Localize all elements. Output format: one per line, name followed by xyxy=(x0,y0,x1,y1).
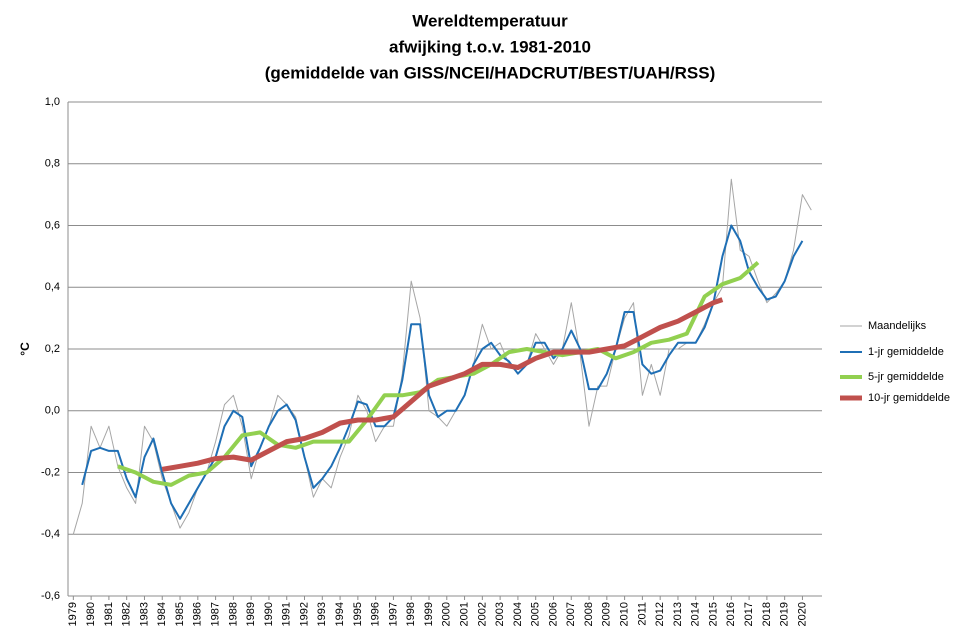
x-tick-label: 1993 xyxy=(316,602,328,626)
x-tick-label: 1983 xyxy=(138,602,150,626)
x-tick-label: 1994 xyxy=(334,602,346,626)
y-tick-label: 0,2 xyxy=(45,343,60,355)
series-line xyxy=(72,178,812,535)
x-tick-label: 2015 xyxy=(707,602,719,626)
x-tick-label: 1988 xyxy=(227,602,239,626)
legend-label: 5-jr gemiddelde xyxy=(868,371,944,383)
x-tick-label: 1991 xyxy=(281,602,293,626)
legend-label: Maandelijks xyxy=(868,320,927,332)
x-tick-label: 2010 xyxy=(619,602,631,626)
x-tick-label: 2007 xyxy=(565,602,577,626)
legend-label: 1-jr gemiddelde xyxy=(868,346,944,358)
x-tick-label: 1996 xyxy=(370,602,382,626)
x-tick-label: 2018 xyxy=(761,602,773,626)
x-tick-label: 1997 xyxy=(387,602,399,626)
x-tick-label: 1979 xyxy=(67,602,79,626)
legend-label: 10-jr gemiddelde xyxy=(868,392,950,404)
y-axis-label: °C xyxy=(18,342,32,356)
x-tick-label: 2011 xyxy=(636,602,648,626)
x-tick-label: 1998 xyxy=(405,602,417,626)
x-tick-label: 2002 xyxy=(476,602,488,626)
x-tick-label: 1989 xyxy=(245,602,257,626)
chart-title: (gemiddelde van GISS/NCEI/HADCRUT/BEST/U… xyxy=(265,63,716,82)
x-tick-label: 1980 xyxy=(85,602,97,626)
y-tick-label: 0,6 xyxy=(45,219,60,231)
x-tick-label: 2013 xyxy=(672,602,684,626)
x-tick-label: 2019 xyxy=(779,602,791,626)
x-tick-label: 2016 xyxy=(725,602,737,626)
y-tick-label: 0,4 xyxy=(45,281,60,293)
x-tick-label: 1999 xyxy=(423,602,435,626)
y-tick-label: 0,0 xyxy=(45,405,60,417)
chart-title: Wereldtemperatuur xyxy=(412,11,568,30)
x-tick-label: 2000 xyxy=(441,602,453,626)
series-line xyxy=(81,224,804,520)
x-tick-label: 1982 xyxy=(121,602,133,626)
y-tick-label: -0,4 xyxy=(41,528,60,540)
x-tick-label: 2009 xyxy=(601,602,613,626)
x-tick-label: 2001 xyxy=(458,602,470,626)
series-line xyxy=(161,297,724,472)
x-tick-label: 1995 xyxy=(352,602,364,626)
x-tick-label: 1981 xyxy=(103,602,115,626)
x-tick-label: 1984 xyxy=(156,602,168,626)
x-tick-label: 2004 xyxy=(512,602,524,626)
y-tick-label: -0,6 xyxy=(41,590,60,602)
x-tick-label: 1987 xyxy=(210,602,222,626)
x-tick-label: 2005 xyxy=(530,602,542,626)
chart-title: afwijking t.o.v. 1981-2010 xyxy=(389,37,591,56)
x-tick-label: 2006 xyxy=(547,602,559,626)
y-tick-label: 1,0 xyxy=(45,96,60,108)
series-line xyxy=(117,260,760,487)
x-tick-label: 2008 xyxy=(583,602,595,626)
x-tick-label: 2020 xyxy=(796,602,808,626)
y-tick-label: 0,8 xyxy=(45,158,60,170)
x-tick-label: 2017 xyxy=(743,602,755,626)
y-tick-label: -0,2 xyxy=(41,466,60,478)
x-tick-label: 1986 xyxy=(192,602,204,626)
x-tick-label: 2014 xyxy=(690,602,702,626)
x-tick-label: 1992 xyxy=(298,602,310,626)
x-tick-label: 2003 xyxy=(494,602,506,626)
x-tick-label: 1990 xyxy=(263,602,275,626)
x-tick-label: 1985 xyxy=(174,602,186,626)
x-tick-label: 2012 xyxy=(654,602,666,626)
